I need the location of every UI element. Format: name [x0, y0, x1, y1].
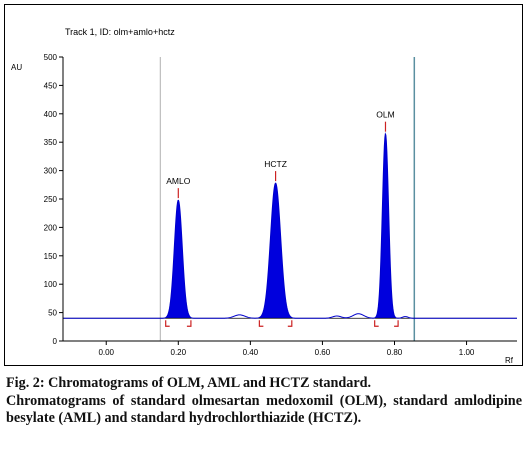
axes: [59, 56, 517, 345]
y-tick-label: 150: [44, 252, 58, 261]
x-tick-label: 0.40: [243, 348, 259, 357]
y-tick-label: 500: [44, 53, 58, 62]
peak-end-bracket: [287, 320, 293, 327]
peak-area-hctz: [259, 183, 292, 319]
figure-caption: Fig. 2: Chromatograms of OLM, AML and HC…: [6, 375, 522, 428]
caption-body: Chromatograms of standard olmesartan med…: [6, 392, 522, 427]
x-tick-label: 0.00: [98, 348, 114, 357]
y-axis-label: AU: [11, 63, 22, 72]
y-tick-label: 250: [44, 195, 58, 204]
peak-markers: [165, 121, 399, 327]
x-axis-label: Rf: [505, 356, 514, 365]
y-tick-label: 300: [44, 167, 58, 176]
peak-label-amlo: AMLO: [166, 176, 190, 186]
tick-labels: 0 50 100 150 200 250 300 350 400 450 500 0.00 0.20 0.…: [44, 53, 475, 357]
caption-title: Fig. 2: Chromatograms of OLM, AML and HC…: [6, 375, 372, 391]
chart-title: Track 1, ID: olm+amlo+hctz: [65, 27, 175, 37]
y-tick-label: 100: [44, 280, 58, 289]
y-tick-label: 200: [44, 223, 58, 232]
peak-end-bracket: [394, 320, 399, 327]
y-tick-label: 400: [44, 110, 58, 119]
chromatogram-chart: Track 1, ID: olm+amlo+hctz AU Rf 0 50 100 1…: [11, 27, 517, 365]
x-tick-label: 0.20: [171, 348, 187, 357]
x-tick-label: 0.80: [387, 348, 403, 357]
peak-area-olm: [374, 133, 399, 319]
peak-area-amlo: [165, 200, 191, 319]
peak-start-bracket: [165, 320, 170, 327]
y-tick-label: 450: [44, 81, 58, 90]
y-tick-label: 50: [48, 309, 57, 318]
peak-start-bracket: [258, 320, 264, 327]
x-tick-label: 1.00: [459, 348, 475, 357]
trace-layer: [63, 132, 517, 319]
reference-lines: [63, 57, 517, 341]
peak-label-olm: OLM: [376, 110, 394, 120]
peak-labels: AMLO HCTZ OLM: [166, 110, 394, 186]
y-tick-label: 0: [53, 337, 58, 346]
y-tick-label: 350: [44, 138, 58, 147]
chromatogram-panel: Track 1, ID: olm+amlo+hctz AU Rf 0 50 100 1…: [4, 4, 523, 366]
peak-end-bracket: [186, 320, 192, 327]
x-tick-label: 0.60: [315, 348, 331, 357]
peak-label-hctz: HCTZ: [264, 159, 287, 169]
chromatogram-trace: [63, 132, 517, 319]
peak-start-bracket: [374, 320, 379, 327]
